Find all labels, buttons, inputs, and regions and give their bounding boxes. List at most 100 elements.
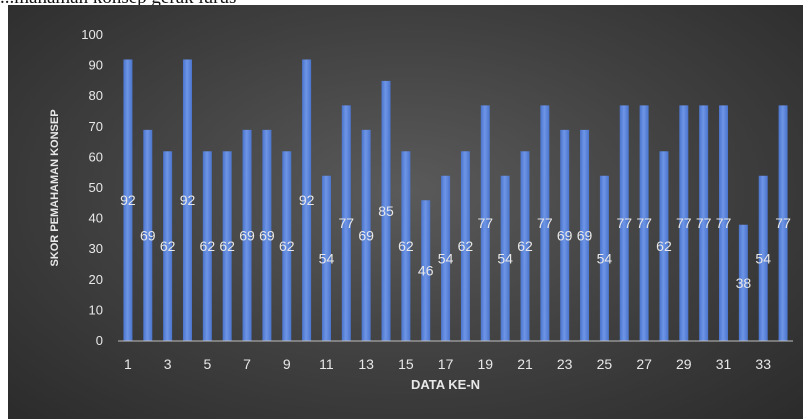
bar-data-label: 54 (755, 250, 771, 266)
bar-data-label: 38 (736, 275, 752, 291)
bar-data-label: 77 (676, 215, 692, 231)
y-tick-label: 80 (89, 88, 103, 103)
y-tick-label: 20 (89, 272, 103, 287)
bar-data-label: 62 (517, 238, 533, 254)
y-tick-label: 30 (89, 241, 103, 256)
bar-data-label: 77 (339, 215, 355, 231)
x-tick-label: 9 (283, 356, 291, 372)
bar (778, 105, 788, 341)
bar (321, 175, 331, 341)
bar (441, 175, 451, 341)
bar (659, 151, 669, 341)
x-tick-label: 17 (438, 356, 454, 372)
bar (262, 129, 272, 341)
y-axis-title: SKOR PEMAHAMAN KONSEP (49, 109, 61, 266)
x-tick-label: 3 (164, 356, 172, 372)
bar (580, 129, 590, 341)
bar (679, 105, 689, 341)
x-tick-label: 23 (557, 356, 573, 372)
x-tick-label: 15 (398, 356, 414, 372)
x-tick-label: 5 (203, 356, 211, 372)
y-tick-label: 40 (89, 211, 103, 226)
bar-data-label: 54 (319, 250, 335, 266)
y-tick-label: 0 (96, 333, 103, 348)
bar (123, 59, 133, 341)
bar-data-label: 77 (616, 215, 632, 231)
y-axis-ticks: 0 10 20 30 40 50 60 70 80 90 100 (81, 27, 103, 348)
bar (202, 151, 212, 341)
bar (480, 105, 490, 341)
bar (619, 105, 629, 341)
bar-data-label: 54 (597, 250, 613, 266)
x-tick-label: 13 (358, 356, 374, 372)
x-tick-label: 27 (636, 356, 652, 372)
bar-data-label: 69 (259, 227, 275, 243)
x-tick-label: 29 (676, 356, 692, 372)
bar (460, 151, 470, 341)
bar-data-label: 77 (716, 215, 732, 231)
bar (520, 151, 530, 341)
bars (123, 59, 788, 342)
bar (719, 105, 729, 341)
bar (699, 105, 709, 341)
x-tick-label: 21 (517, 356, 533, 372)
bar (500, 175, 510, 341)
bar-data-label: 69 (239, 227, 255, 243)
bar (341, 105, 351, 341)
bar (143, 129, 153, 341)
y-tick-label: 50 (89, 180, 103, 195)
chart-panel: 0 10 20 30 40 50 60 70 80 90 100 92 69 62 92 62 62 69 69 6… (8, 5, 803, 419)
bar-data-label: 92 (120, 192, 136, 208)
bar-data-label: 77 (696, 215, 712, 231)
bar-data-label: 62 (160, 238, 176, 254)
x-axis-ticks: 1 3 5 7 9 11 13 15 17 19 21 23 25 27 29 31 33 (124, 356, 771, 372)
bar-data-label: 77 (537, 215, 553, 231)
bar (302, 59, 312, 341)
bar-data-label: 62 (279, 238, 295, 254)
bar (222, 151, 232, 341)
x-tick-label: 19 (477, 356, 493, 372)
bar (361, 129, 371, 341)
bar-data-label: 69 (577, 227, 593, 243)
bar-data-label: 62 (458, 238, 474, 254)
bar (381, 80, 391, 342)
bar-data-label: 62 (656, 238, 672, 254)
bar (758, 175, 768, 341)
bar-data-label: 92 (299, 192, 315, 208)
y-tick-label: 90 (89, 58, 103, 73)
bar-data-label: 77 (636, 215, 652, 231)
bar-data-label: 62 (200, 238, 216, 254)
page-caption: ...mahaman konsep gerak lurus (0, 0, 236, 9)
x-tick-label: 25 (597, 356, 613, 372)
y-tick-label: 60 (89, 149, 103, 164)
bar (163, 151, 173, 341)
bar (599, 175, 609, 341)
bar-data-label: 62 (398, 238, 414, 254)
x-tick-label: 11 (319, 356, 334, 372)
bar-data-label: 46 (418, 263, 434, 279)
x-tick-label: 33 (755, 356, 771, 372)
bar-data-label: 69 (358, 227, 374, 243)
bar (182, 59, 192, 341)
x-axis-title: DATA KE-N (411, 377, 480, 392)
x-tick-label: 1 (124, 356, 132, 372)
bar (738, 224, 748, 341)
bar-data-label: 77 (477, 215, 493, 231)
bar-data-label: 69 (557, 227, 573, 243)
y-tick-label: 100 (81, 27, 103, 42)
bar-data-label: 54 (497, 250, 513, 266)
bar (639, 105, 649, 341)
bar-data-label: 62 (219, 238, 235, 254)
y-tick-label: 70 (89, 119, 103, 134)
x-tick-label: 7 (243, 356, 251, 372)
x-tick-label: 31 (716, 356, 732, 372)
bar (282, 151, 292, 341)
bar-data-label: 85 (378, 203, 394, 219)
y-tick-label: 10 (89, 302, 103, 317)
bar (242, 129, 252, 341)
bar (401, 151, 411, 341)
bar-data-label: 92 (180, 192, 196, 208)
bar-data-label: 77 (775, 215, 791, 231)
